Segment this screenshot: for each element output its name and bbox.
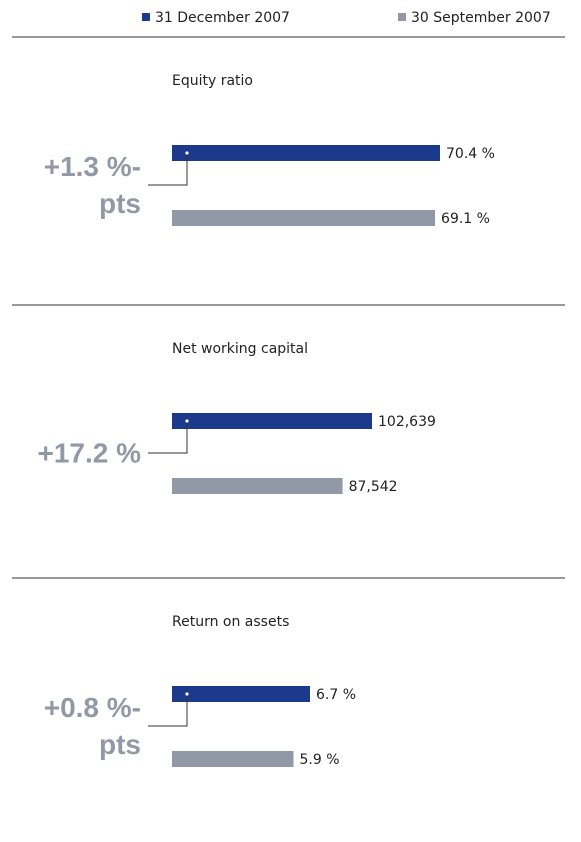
annotation: +0.8 %-pts	[43, 692, 141, 760]
legend-swatch	[142, 13, 150, 21]
chart-title: Equity ratio	[172, 73, 253, 89]
annotation: +17.2 %	[37, 437, 141, 469]
legend-label: 30 September 2007	[411, 10, 551, 26]
connector-dot	[185, 692, 189, 696]
bar	[172, 413, 372, 429]
value-label: 70.4 %	[446, 146, 495, 162]
connector-dot	[185, 151, 189, 155]
connector-dot	[185, 419, 189, 423]
bar	[172, 210, 436, 226]
value-label: 102,639	[378, 414, 436, 430]
bar	[172, 686, 310, 702]
chart-title: Return on assets	[172, 614, 289, 630]
legend-label: 31 December 2007	[155, 10, 290, 26]
annotation: +1.3 %-pts	[43, 151, 141, 219]
connector	[148, 694, 188, 727]
connector	[148, 421, 188, 454]
bar	[172, 751, 294, 767]
connector	[148, 153, 188, 186]
value-label: 69.1 %	[441, 211, 490, 227]
chart-title: Net working capital	[172, 341, 308, 357]
value-label: 6.7 %	[316, 687, 356, 703]
value-label: 87,542	[349, 479, 398, 495]
bar	[172, 478, 343, 494]
bar	[172, 145, 440, 161]
legend-swatch	[398, 13, 406, 21]
value-label: 5.9 %	[300, 752, 340, 768]
